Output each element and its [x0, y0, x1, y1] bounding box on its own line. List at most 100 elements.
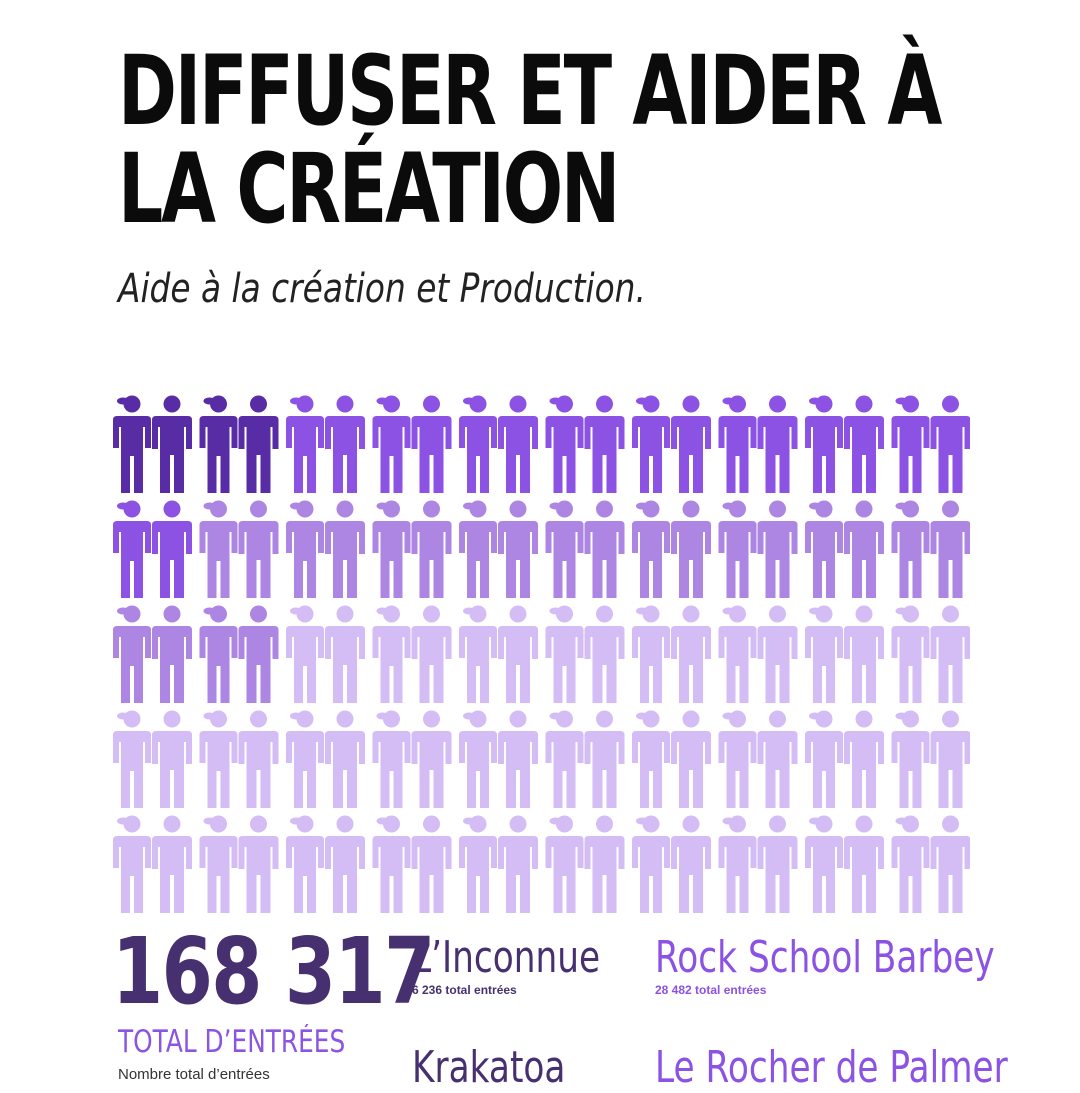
man-icon [584, 710, 625, 808]
man-icon [930, 605, 970, 703]
woman-icon [891, 605, 930, 703]
man-icon [152, 500, 192, 598]
man-icon [325, 500, 365, 598]
woman-icon [632, 500, 670, 598]
pictogram-grid [110, 392, 970, 914]
woman-icon [372, 710, 411, 808]
man-icon [411, 395, 452, 493]
man-icon [584, 395, 625, 493]
venue-count-rock-school-barbey: 28 482 total entrées [655, 983, 767, 997]
woman-icon [805, 815, 843, 913]
man-icon [411, 500, 452, 598]
title-line-1: DIFFUSER ET AIDER À [118, 35, 942, 147]
woman-icon [113, 500, 151, 598]
man-icon [152, 395, 192, 493]
woman-icon [632, 395, 670, 493]
woman-icon [545, 710, 584, 808]
man-icon [930, 710, 970, 808]
man-icon [671, 815, 711, 913]
woman-icon [632, 605, 670, 703]
total-entries-description: Nombre total d’entrées [118, 1066, 270, 1083]
woman-icon [805, 710, 843, 808]
man-icon [238, 395, 279, 493]
woman-icon [805, 500, 843, 598]
woman-icon [372, 395, 411, 493]
page-title: DIFFUSER ET AIDER À LA CRÉATION [118, 42, 942, 238]
venue-name-rocher-de-palmer: Le Rocher de Palmer [655, 1042, 1008, 1093]
woman-icon [286, 500, 324, 598]
woman-icon [891, 395, 930, 493]
total-entries-value: 168 317 [112, 918, 435, 1025]
man-icon [152, 710, 192, 808]
man-icon [498, 500, 538, 598]
man-icon [757, 710, 798, 808]
woman-icon [891, 710, 930, 808]
man-icon [325, 815, 365, 913]
man-icon [584, 605, 625, 703]
woman-icon [545, 500, 584, 598]
woman-icon [199, 500, 238, 598]
man-icon [844, 710, 884, 808]
woman-icon [632, 710, 670, 808]
woman-icon [632, 815, 670, 913]
man-icon [584, 815, 625, 913]
pictogram-grid-svg [113, 395, 970, 913]
woman-icon [545, 395, 584, 493]
woman-icon [372, 605, 411, 703]
man-icon [498, 395, 538, 493]
woman-icon [199, 815, 238, 913]
woman-icon [372, 500, 411, 598]
man-icon [757, 500, 798, 598]
woman-icon [718, 710, 757, 808]
woman-icon [718, 500, 757, 598]
man-icon [325, 395, 365, 493]
man-icon [325, 605, 365, 703]
man-icon [411, 815, 452, 913]
woman-icon [459, 395, 497, 493]
man-icon [844, 815, 884, 913]
woman-icon [459, 710, 497, 808]
man-icon [238, 500, 279, 598]
man-icon [757, 395, 798, 493]
man-icon [152, 815, 192, 913]
woman-icon [286, 605, 324, 703]
man-icon [757, 605, 798, 703]
title-line-2: LA CRÉATION [118, 133, 620, 245]
man-icon [671, 710, 711, 808]
woman-icon [459, 815, 497, 913]
man-icon [411, 710, 452, 808]
man-icon [930, 500, 970, 598]
man-icon [844, 500, 884, 598]
woman-icon [718, 605, 757, 703]
man-icon [238, 815, 279, 913]
total-entries-label: TOTAL D’ENTRÉES [118, 1024, 346, 1060]
man-icon [411, 605, 452, 703]
woman-icon [545, 815, 584, 913]
woman-icon [113, 395, 151, 493]
venue-name-krakatoa: Krakatoa [412, 1042, 566, 1093]
man-icon [498, 605, 538, 703]
woman-icon [805, 605, 843, 703]
venue-name-inconnue: L’Inconnue [412, 932, 601, 983]
woman-icon [372, 815, 411, 913]
woman-icon [113, 815, 151, 913]
man-icon [930, 395, 970, 493]
man-icon [671, 605, 711, 703]
woman-icon [459, 500, 497, 598]
man-icon [671, 500, 711, 598]
woman-icon [113, 710, 151, 808]
woman-icon [718, 815, 757, 913]
woman-icon [286, 815, 324, 913]
woman-icon [718, 395, 757, 493]
man-icon [671, 395, 711, 493]
woman-icon [113, 605, 151, 703]
woman-icon [805, 395, 843, 493]
woman-icon [286, 395, 324, 493]
man-icon [930, 815, 970, 913]
woman-icon [891, 815, 930, 913]
venue-name-rock-school-barbey: Rock School Barbey [655, 932, 995, 983]
woman-icon [199, 710, 238, 808]
man-icon [498, 710, 538, 808]
man-icon [238, 605, 279, 703]
woman-icon [459, 605, 497, 703]
